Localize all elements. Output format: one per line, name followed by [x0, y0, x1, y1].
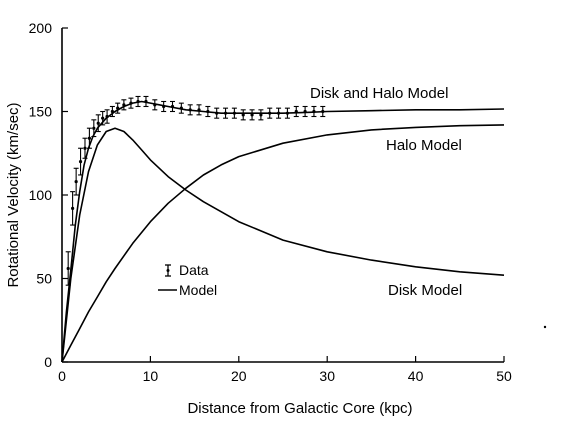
x-tick-label: 50	[496, 368, 512, 384]
data-point	[135, 95, 141, 108]
data-point	[214, 107, 220, 119]
x-tick-label: 40	[408, 368, 424, 384]
data-point	[187, 104, 193, 116]
data-point	[311, 105, 317, 118]
data-point	[82, 137, 88, 159]
annotation-disk-model: Disk Model	[388, 282, 462, 299]
annotation-halo-model: Halo Model	[386, 137, 462, 154]
axis-ticks: 0 10 20 30 40 50 0 50 100 150 200	[29, 20, 512, 384]
data-point	[73, 167, 79, 196]
data-point	[121, 99, 127, 111]
legend-data-label: Data	[179, 262, 209, 278]
y-tick-label: 150	[29, 104, 53, 120]
data-point	[128, 97, 134, 109]
x-axis-title: Distance from Galactic Core (kpc)	[187, 400, 412, 417]
data-point	[231, 107, 237, 119]
data-point	[258, 109, 264, 121]
data-point	[249, 109, 255, 121]
series-line-halo-model	[61, 124, 505, 363]
data-point	[95, 114, 101, 133]
data-point	[302, 105, 308, 118]
data-point	[223, 107, 229, 119]
data-point	[104, 109, 110, 124]
data-point	[115, 102, 121, 114]
legend-model-label: Model	[179, 282, 217, 298]
x-tick-label: 0	[58, 368, 66, 384]
plot-area	[61, 28, 504, 363]
data-point	[205, 105, 211, 118]
data-point	[267, 107, 273, 119]
data-point	[170, 100, 175, 113]
data-points-layer	[65, 95, 326, 286]
legend: Data Model	[158, 262, 217, 298]
y-tick-label: 50	[36, 271, 52, 287]
x-tick-label: 30	[319, 368, 335, 384]
data-point	[70, 191, 76, 226]
y-tick-label: 100	[29, 187, 53, 203]
data-point	[109, 105, 115, 118]
data-point	[293, 105, 299, 118]
data-point	[143, 95, 149, 108]
y-tick-label: 0	[44, 354, 52, 370]
data-point	[320, 105, 326, 118]
data-point	[284, 107, 290, 119]
x-tick-label: 20	[231, 368, 247, 384]
data-point	[276, 107, 282, 119]
annotation-disk-and-halo-model: Disk and Halo Model	[310, 85, 448, 102]
data-point	[100, 110, 106, 126]
data-point	[152, 99, 158, 111]
legend-data-marker	[165, 264, 171, 277]
data-point	[86, 127, 92, 149]
data-point	[196, 104, 202, 116]
data-point	[65, 251, 71, 286]
data-point	[78, 147, 84, 176]
series-line-disk-model	[61, 127, 505, 363]
data-point	[240, 109, 246, 121]
y-tick-label: 200	[29, 20, 53, 36]
x-tick-label: 10	[143, 368, 159, 384]
data-point	[178, 102, 184, 114]
data-point	[91, 119, 97, 138]
stray-dot-mark	[543, 325, 547, 329]
y-axis-title: Rotational Velocity (km/sec)	[5, 102, 22, 287]
data-point	[161, 100, 167, 113]
